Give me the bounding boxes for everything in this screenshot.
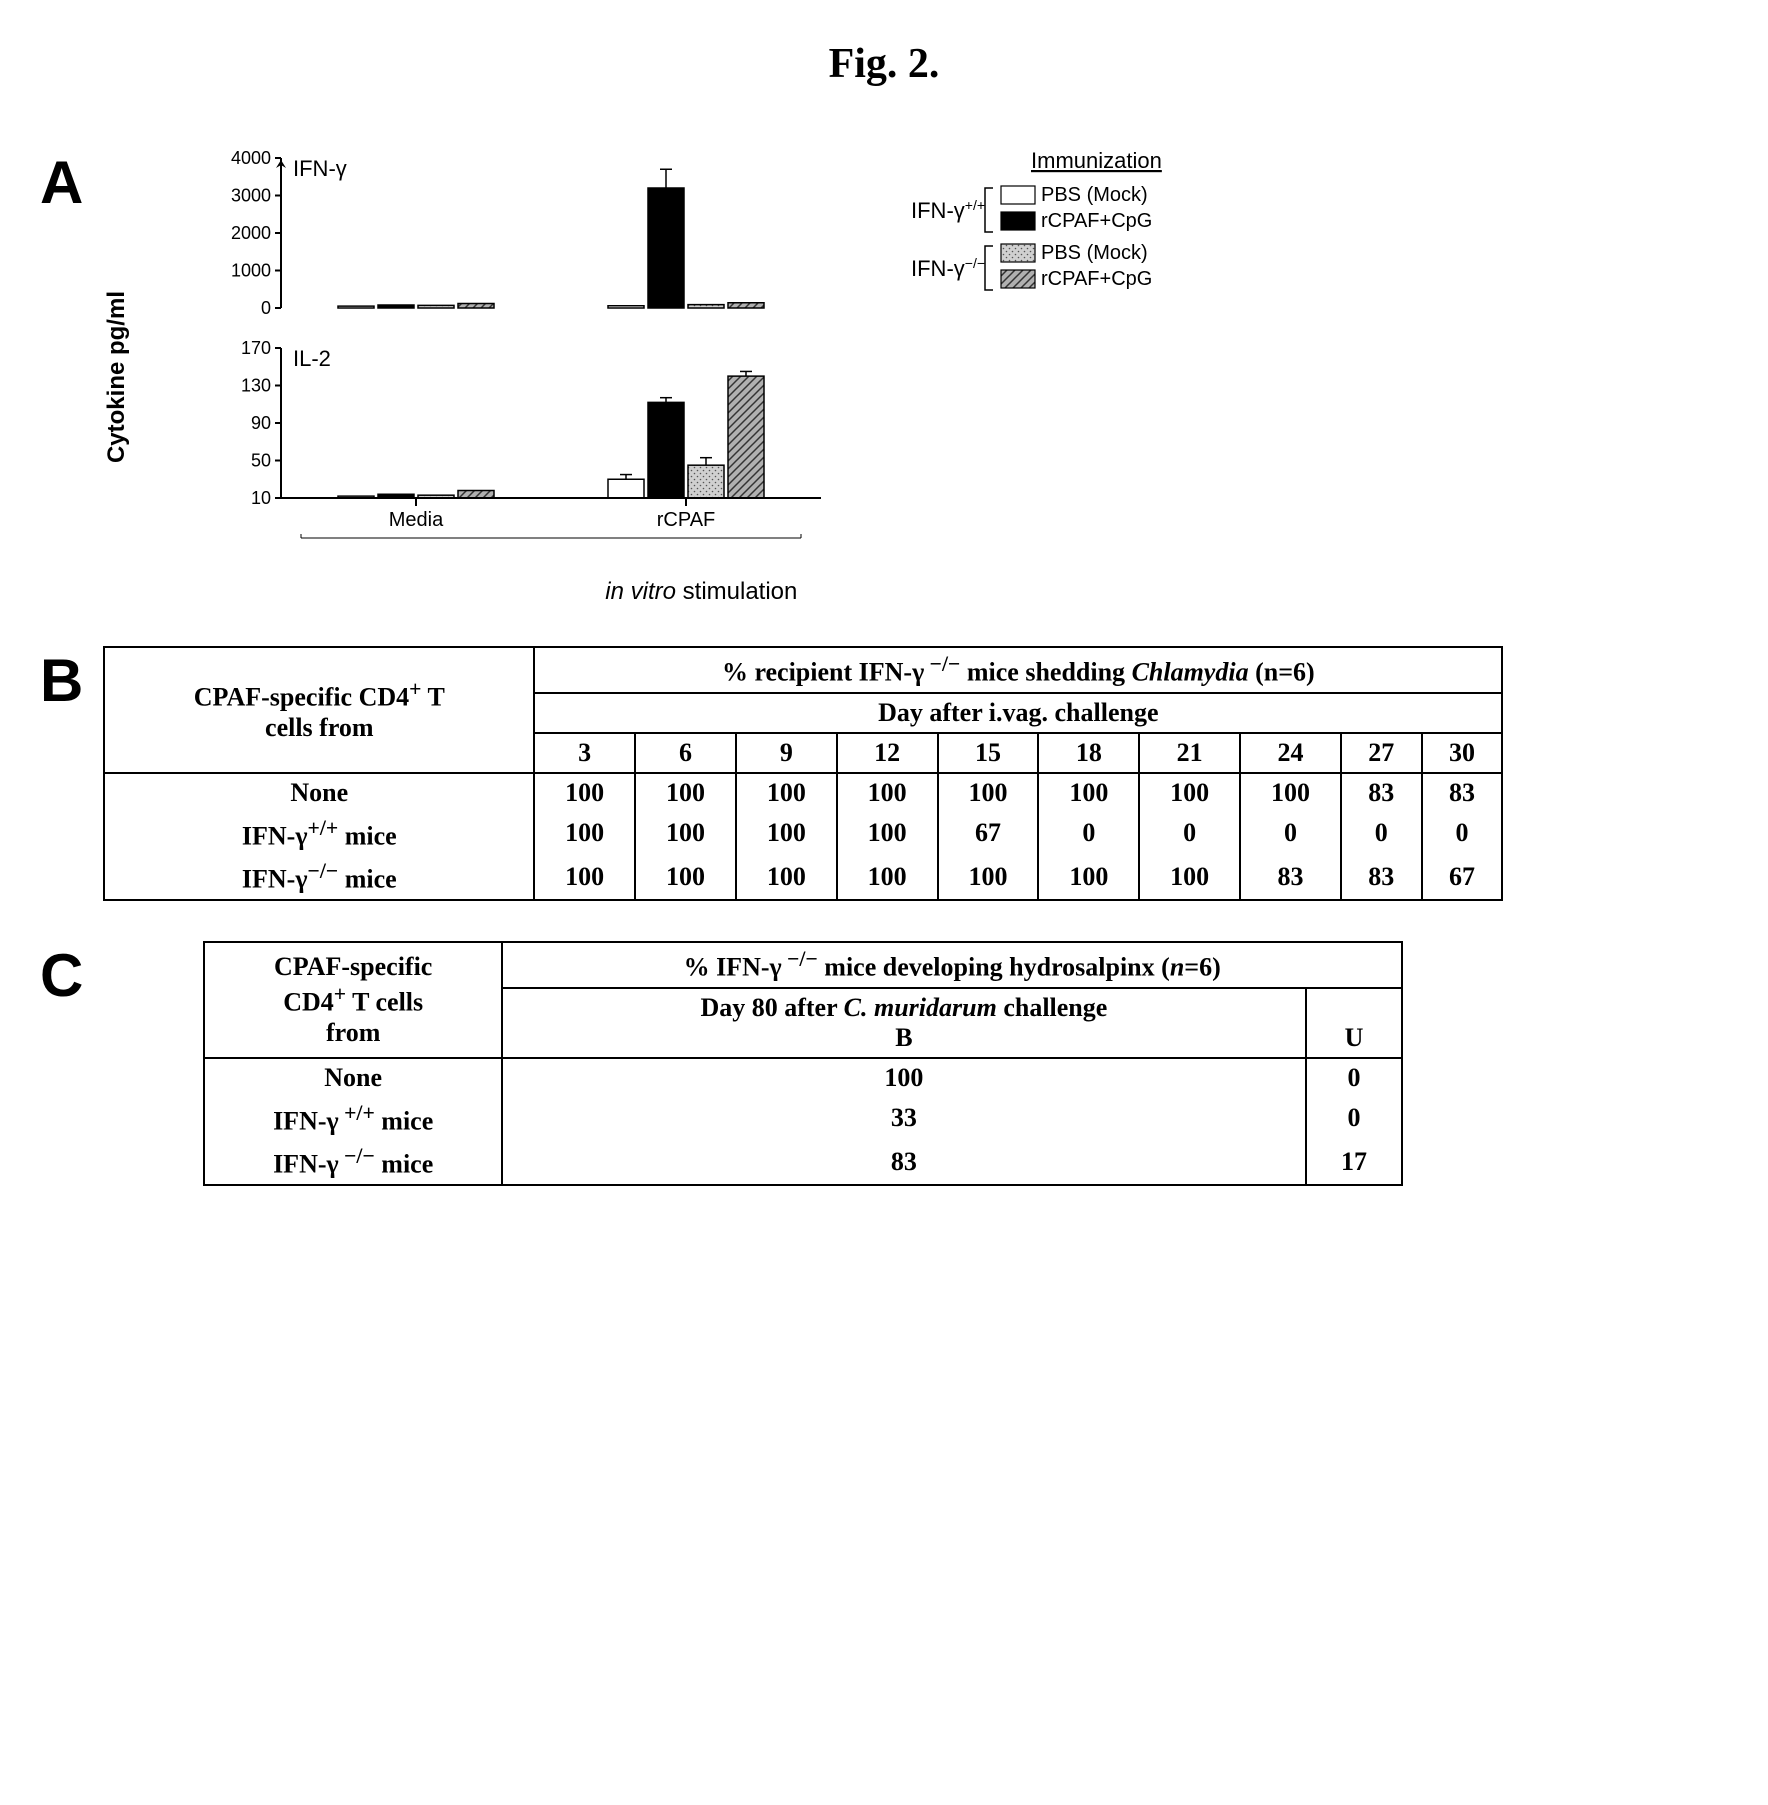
- tb-cell: 100: [736, 855, 837, 900]
- tb-day-header: 15: [938, 733, 1039, 773]
- tb-day-header: 27: [1341, 733, 1422, 773]
- tb-header-col2: % recipient IFN-γ −/− mice shedding Chla…: [534, 647, 1502, 693]
- tb-cell: 100: [837, 855, 938, 900]
- svg-text:IFN-γ: IFN-γ: [293, 156, 347, 181]
- tc-row-label: IFN-γ −/− mice: [204, 1140, 502, 1185]
- tb-cell: 83: [1341, 855, 1422, 900]
- svg-text:50: 50: [251, 451, 271, 471]
- tb-day-header: 24: [1240, 733, 1341, 773]
- x-axis-label: in vitro stimulation: [605, 578, 797, 606]
- tb-cell: 100: [635, 855, 736, 900]
- tb-cell: 100: [837, 812, 938, 856]
- tc-subheader-u: U: [1306, 988, 1403, 1058]
- panel-a-label: A: [40, 148, 83, 217]
- tb-cell: 100: [1038, 855, 1139, 900]
- tb-cell: 0: [1240, 812, 1341, 856]
- panel-a-wrapper: A Cytokine pg/ml 0 1000 2000 3000 4000 IFN-γ 1…: [40, 148, 1728, 606]
- svg-text:Immunization: Immunization: [1031, 148, 1162, 173]
- tb-cell: 67: [1422, 855, 1503, 900]
- tb-row-label: None: [104, 773, 534, 812]
- tc-cell: 0: [1306, 1058, 1403, 1097]
- tb-cell: 100: [736, 773, 837, 812]
- tb-cell: 0: [1038, 812, 1139, 856]
- svg-text:PBS (Mock): PBS (Mock): [1041, 242, 1148, 264]
- svg-text:0: 0: [261, 298, 271, 318]
- svg-text:130: 130: [241, 376, 271, 396]
- svg-text:1000: 1000: [231, 261, 271, 281]
- tc-row-label: None: [204, 1058, 502, 1097]
- cytokine-charts: 0 1000 2000 3000 4000 IFN-γ 10 50 90 130 170 IL-2 Me…: [201, 148, 1201, 568]
- tb-cell: 100: [1139, 773, 1240, 812]
- panel-c-table: CPAF-specificCD4+ T cellsfrom% IFN-γ −/−…: [203, 941, 1403, 1186]
- svg-text:10: 10: [251, 488, 271, 508]
- tb-cell: 100: [534, 812, 635, 856]
- svg-text:170: 170: [241, 338, 271, 358]
- panel-b-label: B: [40, 646, 83, 715]
- tb-day-header: 3: [534, 733, 635, 773]
- tb-cell: 0: [1422, 812, 1503, 856]
- svg-text:IFN-γ−/−: IFN-γ−/−: [911, 255, 985, 281]
- svg-text:Media: Media: [389, 509, 444, 531]
- tb-row-label: IFN-γ+/+ mice: [104, 812, 534, 856]
- tb-cell: 67: [938, 812, 1039, 856]
- tb-cell: 100: [635, 812, 736, 856]
- figure-title: Fig. 2.: [40, 40, 1728, 88]
- tb-header-col1: CPAF-specific CD4+ Tcells from: [104, 647, 534, 773]
- tc-cell: 100: [502, 1058, 1306, 1097]
- panel-a: A Cytokine pg/ml 0 1000 2000 3000 4000 IFN-γ 1…: [40, 148, 1728, 606]
- tc-row-label: IFN-γ +/+ mice: [204, 1097, 502, 1141]
- svg-text:3000: 3000: [231, 186, 271, 206]
- tb-header-days-label: Day after i.vag. challenge: [534, 693, 1502, 733]
- panel-b: B CPAF-specific CD4+ Tcells from% recipi…: [40, 646, 1728, 901]
- panel-b-table: CPAF-specific CD4+ Tcells from% recipien…: [103, 646, 1503, 901]
- tb-cell: 83: [1341, 773, 1422, 812]
- tb-cell: 100: [1240, 773, 1341, 812]
- y-axis-label: Cytokine pg/ml: [103, 291, 131, 463]
- tb-cell: 100: [938, 773, 1039, 812]
- svg-text:2000: 2000: [231, 223, 271, 243]
- tb-cell: 100: [736, 812, 837, 856]
- tb-cell: 0: [1139, 812, 1240, 856]
- panel-c: C CPAF-specificCD4+ T cellsfrom% IFN-γ −…: [40, 941, 1728, 1186]
- svg-text:4000: 4000: [231, 148, 271, 168]
- tb-cell: 83: [1240, 855, 1341, 900]
- svg-text:PBS (Mock): PBS (Mock): [1041, 184, 1148, 206]
- svg-text:90: 90: [251, 413, 271, 433]
- tb-cell: 100: [534, 855, 635, 900]
- tb-cell: 100: [1038, 773, 1139, 812]
- svg-text:rCPAF: rCPAF: [657, 509, 716, 531]
- tb-row-label: IFN-γ−/− mice: [104, 855, 534, 900]
- panel-c-label: C: [40, 941, 83, 1010]
- tb-cell: 100: [837, 773, 938, 812]
- tb-day-header: 6: [635, 733, 736, 773]
- tc-subheader-b: Day 80 after C. muridarum challengeB: [502, 988, 1306, 1058]
- svg-text:IFN-γ+/+: IFN-γ+/+: [911, 197, 985, 223]
- tb-day-header: 30: [1422, 733, 1503, 773]
- svg-text:rCPAF+CpG: rCPAF+CpG: [1041, 268, 1152, 290]
- tb-day-header: 12: [837, 733, 938, 773]
- chart-container: 0 1000 2000 3000 4000 IFN-γ 10 50 90 130 170 IL-2 Me…: [201, 148, 1201, 606]
- tb-day-header: 9: [736, 733, 837, 773]
- tb-cell: 0: [1341, 812, 1422, 856]
- tc-header-col2: % IFN-γ −/− mice developing hydrosalpinx…: [502, 942, 1402, 988]
- tb-day-header: 21: [1139, 733, 1240, 773]
- tc-cell: 0: [1306, 1097, 1403, 1141]
- tb-cell: 100: [534, 773, 635, 812]
- svg-text:rCPAF+CpG: rCPAF+CpG: [1041, 210, 1152, 232]
- svg-text:IL-2: IL-2: [293, 346, 331, 371]
- tc-cell: 33: [502, 1097, 1306, 1141]
- tb-day-header: 18: [1038, 733, 1139, 773]
- tc-cell: 83: [502, 1140, 1306, 1185]
- tb-cell: 100: [1139, 855, 1240, 900]
- tc-cell: 17: [1306, 1140, 1403, 1185]
- tb-cell: 83: [1422, 773, 1503, 812]
- tb-cell: 100: [635, 773, 736, 812]
- tb-cell: 100: [938, 855, 1039, 900]
- tc-header-col1: CPAF-specificCD4+ T cellsfrom: [204, 942, 502, 1058]
